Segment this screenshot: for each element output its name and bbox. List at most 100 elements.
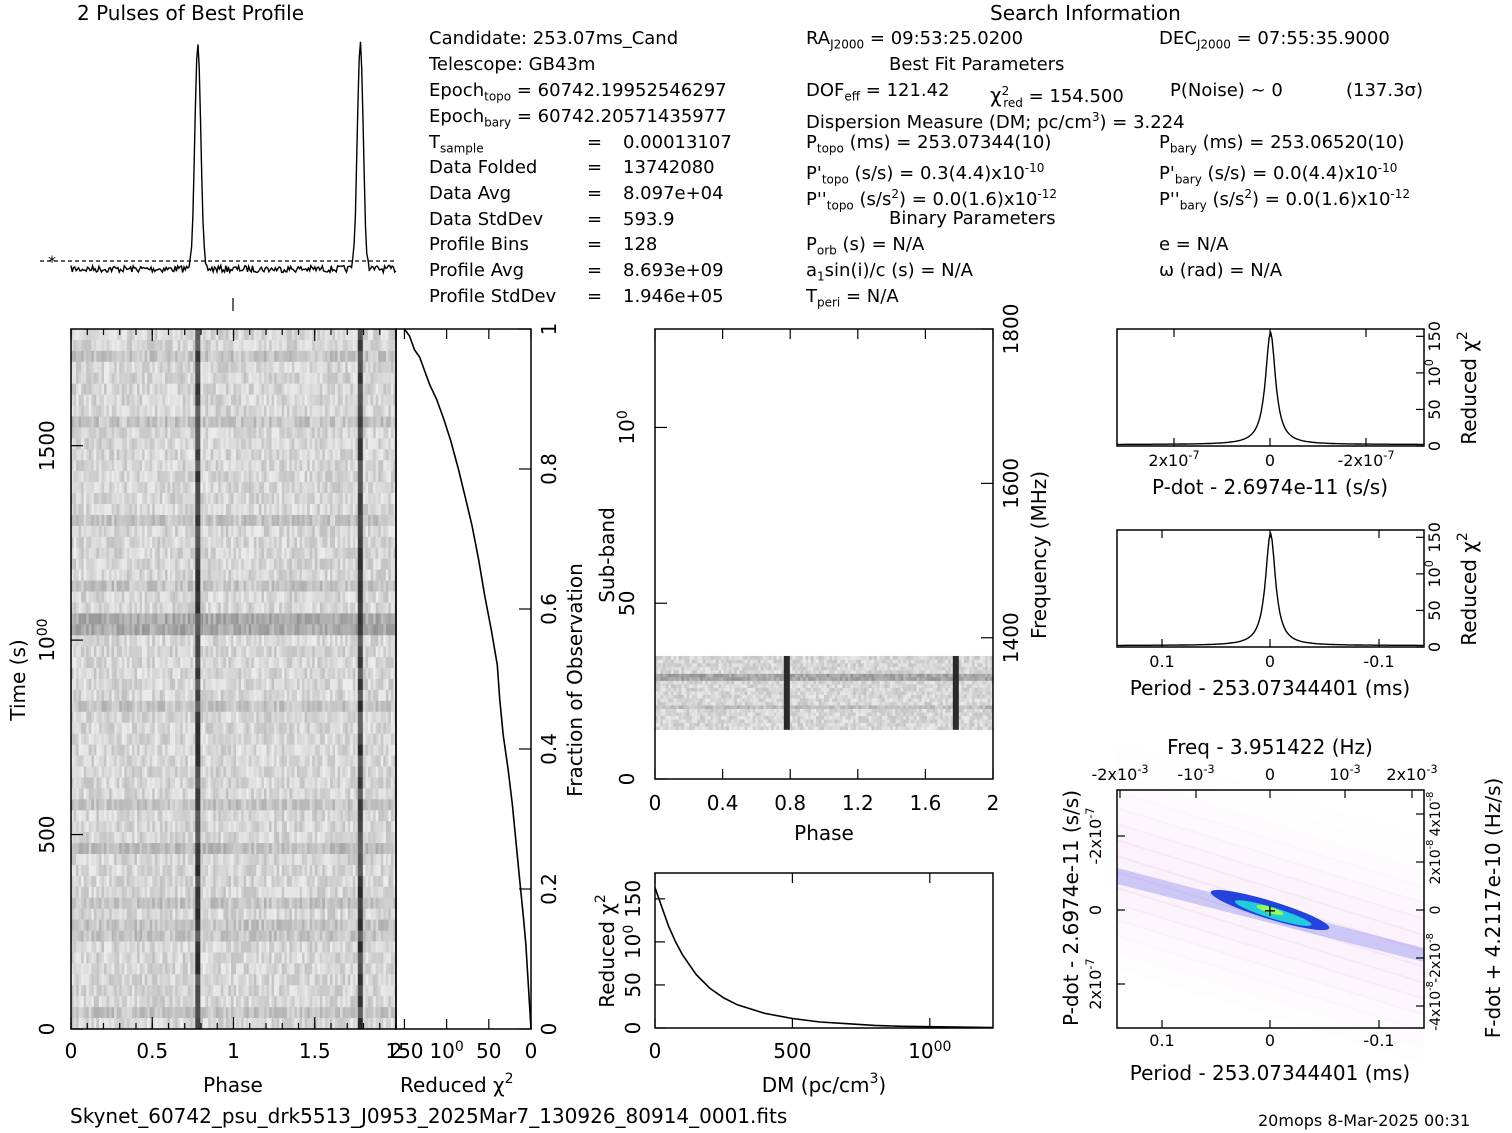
time-phase-cell [253, 482, 257, 494]
time-phase-cell [203, 668, 206, 680]
time-phase-cell [137, 668, 140, 680]
time-phase-cell [329, 558, 333, 570]
time-phase-cell [142, 646, 145, 658]
time-phase-cell [192, 711, 196, 724]
time-phase-cell [284, 372, 288, 384]
time-phase-cell [307, 329, 310, 341]
time-phase-cell [192, 657, 196, 669]
time-phase-cell [154, 624, 158, 636]
time-phase-cell [378, 372, 382, 384]
time-phase-cell [340, 460, 343, 472]
time-phase-cell [329, 372, 333, 384]
time-phase-cell [170, 733, 173, 745]
time-phase-cell [223, 493, 227, 505]
time-phase-cell [370, 525, 374, 538]
time-phase-cell [350, 427, 354, 439]
time-phase-cell [291, 416, 295, 428]
time-phase-cell [370, 679, 374, 691]
time-phase-cell [109, 591, 112, 603]
time-phase-cell [296, 613, 300, 625]
time-phase-cell [261, 504, 265, 516]
time-phase-cell [362, 361, 366, 374]
time-phase-cell [324, 493, 328, 505]
time-phase-cell [213, 372, 217, 384]
time-phase-cell [299, 569, 303, 581]
time-phase-cell [335, 493, 338, 505]
time-phase-cell [368, 493, 371, 505]
time-phase-cell [121, 657, 125, 669]
time-phase-cell [266, 536, 270, 549]
time-phase-cell [170, 700, 173, 713]
time-phase-cell [208, 613, 211, 625]
time-phase-cell [375, 569, 379, 581]
time-phase-cell [246, 689, 250, 702]
time-phase-cell [208, 482, 211, 494]
time-phase-cell [106, 558, 110, 570]
time-phase-cell [393, 722, 397, 734]
time-phase-cell [86, 722, 90, 734]
time-phase-cell [159, 482, 163, 494]
time-phase-cell [78, 504, 82, 516]
time-phase-cell [233, 602, 237, 614]
time-phase-cell [225, 657, 229, 669]
time-phase-cell [220, 504, 224, 516]
time-phase-cell [383, 733, 387, 745]
time-phase-cell [370, 711, 374, 724]
time-phase-cell [210, 329, 214, 341]
time-phase-cell [266, 591, 270, 603]
time-phase-cell [324, 722, 328, 734]
time-phase-cell [175, 733, 178, 745]
time-phase-cell [286, 558, 290, 570]
time-phase-cell [279, 558, 283, 570]
time-phase-cell [98, 372, 102, 384]
time-phase-cell [203, 471, 206, 483]
time-phase-cell [383, 646, 387, 658]
time-phase-cell [383, 624, 387, 636]
time-phase-cell [340, 558, 343, 570]
time-phase-cell [246, 493, 250, 505]
time-phase-cell [241, 602, 244, 614]
time-phase-cell [119, 471, 123, 483]
time-phase-cell [182, 569, 186, 581]
time-phase-cell [73, 536, 77, 549]
time-phase-cell [241, 668, 244, 680]
time-phase-cell [317, 438, 321, 450]
time-phase-cell [81, 329, 84, 341]
time-phase-cell [233, 493, 237, 505]
time-phase-cell [368, 657, 371, 669]
time-phase-cell [299, 711, 303, 724]
time-phase-cell [131, 733, 135, 745]
time-phase-cell [370, 350, 374, 363]
time-phase-cell [281, 416, 285, 428]
time-phase-cell [114, 427, 117, 439]
time-phase-cell [291, 689, 295, 702]
time-phase-cell [187, 394, 191, 406]
time-phase-cell [380, 558, 384, 570]
time-phase-cell [86, 679, 90, 691]
time-phase-cell [362, 569, 366, 581]
time-phase-cell [276, 689, 280, 702]
time-phase-cell [215, 722, 219, 734]
time-phase-cell [210, 449, 214, 461]
time-phase-cell [253, 744, 257, 756]
time-phase-cell [368, 602, 371, 614]
time-phase-cell [164, 372, 168, 384]
time-phase-cell [144, 591, 148, 603]
time-phase-cell [289, 372, 293, 384]
time-phase-cell [380, 438, 384, 450]
time-phase-cell [307, 668, 310, 680]
time-phase-cell [345, 329, 349, 341]
time-phase-cell [162, 405, 166, 417]
time-phase-cell [114, 700, 117, 713]
time-phase-cell [365, 383, 369, 395]
time-phase-cell [228, 558, 232, 570]
time-phase-cell [362, 700, 366, 713]
time-phase-cell [385, 689, 389, 702]
time-phase-cell [121, 339, 125, 352]
time-phase-cell [71, 536, 74, 549]
time-phase-cell [215, 504, 219, 516]
time-phase-cell [134, 438, 138, 450]
time-phase-cell [121, 700, 125, 713]
p-noise: P(Noise) ~ 0 [1170, 80, 1283, 101]
time-phase-cell [236, 700, 239, 713]
